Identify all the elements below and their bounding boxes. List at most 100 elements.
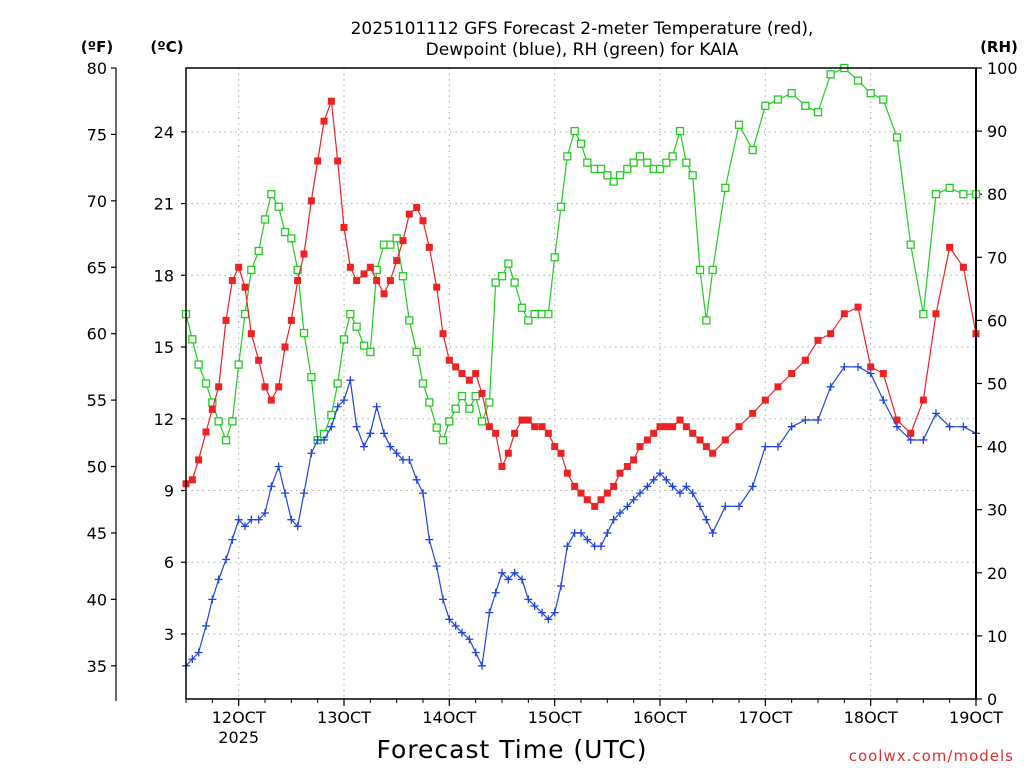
dewpoint-point	[629, 495, 638, 504]
dewpoint-point	[826, 382, 835, 391]
rh-point	[596, 164, 606, 174]
dewpoint-point	[457, 628, 466, 637]
dewpoint-point	[931, 409, 940, 418]
rh-point	[398, 272, 408, 281]
temperature-point	[919, 396, 927, 404]
rh-point	[194, 360, 203, 369]
dewpoint-point	[319, 435, 328, 444]
temperature-point	[195, 456, 203, 464]
temperature-point	[959, 263, 967, 271]
rh-point	[188, 335, 197, 344]
rh-point	[214, 417, 223, 426]
dewpoint-point	[735, 502, 743, 511]
rh-point	[879, 95, 888, 104]
rh-point	[359, 341, 369, 350]
dewpoint-point	[281, 489, 290, 498]
rh-tick-label: 40	[987, 438, 1007, 457]
temperature-point	[419, 217, 427, 225]
temperature-point	[709, 449, 717, 457]
dewpoint-point	[287, 515, 296, 524]
dewpoint-point	[840, 362, 849, 371]
rh-tick-label: 20	[987, 564, 1007, 583]
dewpoint-point	[439, 595, 448, 604]
temperature-point	[373, 277, 381, 285]
rh-tick-label: 100	[987, 59, 1018, 78]
temperature-point	[334, 157, 342, 165]
temperature-point	[669, 423, 677, 431]
temperature-point	[472, 370, 480, 378]
temperature-point	[255, 356, 263, 364]
dewpoint-point	[471, 648, 480, 657]
x-axis-title: Forecast Time (UTC)	[377, 735, 648, 764]
dewpoint-point	[615, 509, 624, 518]
celsius-unit-label: (ºC)	[150, 38, 183, 56]
rh-point	[643, 158, 652, 167]
rh-point	[655, 164, 665, 174]
temperature-point	[636, 443, 644, 451]
dewpoint-point	[293, 522, 302, 531]
dewpoint-point	[432, 562, 441, 571]
rh-point	[438, 436, 448, 445]
temperature-point	[774, 383, 782, 391]
dewpoint-point	[814, 416, 822, 425]
rh-point	[773, 95, 783, 104]
rh-point	[544, 309, 553, 319]
temperature-point	[854, 303, 862, 311]
dewpoint-point	[346, 376, 355, 385]
rh-point	[457, 391, 467, 401]
rh-point	[307, 373, 316, 382]
rh-unit-label: (RH)	[980, 38, 1018, 56]
celsius-tick-label: 15	[154, 338, 174, 357]
temperature-point	[840, 310, 848, 318]
fahrenheit-tick-label: 65	[87, 258, 107, 277]
temperature-point	[465, 376, 473, 384]
dewpoint-point	[327, 422, 336, 431]
temperature-point	[735, 423, 743, 431]
dewpoint-point	[879, 396, 888, 405]
temperature-point	[643, 436, 651, 444]
celsius-tick-label: 3	[164, 625, 174, 644]
rh-point	[530, 309, 539, 319]
temperature-point	[893, 416, 901, 424]
dewpoint-point	[412, 475, 421, 484]
rh-point	[748, 145, 757, 155]
rh-point	[274, 202, 283, 211]
temperature-point	[261, 383, 269, 391]
dewpoint-point	[623, 502, 632, 511]
rh-point	[708, 265, 717, 275]
rh-point	[405, 316, 414, 325]
temperature-point	[445, 356, 453, 364]
fahrenheit-tick-label: 60	[87, 325, 107, 344]
dewpoint-point	[380, 429, 389, 438]
dewpoint-point	[451, 621, 460, 630]
temperature-point	[294, 277, 302, 285]
rh-point	[826, 70, 835, 79]
dewpoint-point	[510, 568, 519, 577]
dewpoint-point	[708, 528, 717, 537]
temperature-point	[788, 370, 796, 378]
rh-point	[761, 101, 770, 111]
dewpoint-point	[247, 515, 256, 524]
rh-point	[931, 190, 941, 199]
temperature-point	[346, 263, 354, 271]
x-tick-label: 13OCT	[317, 708, 371, 727]
dewpoint-point	[240, 522, 249, 531]
temperature-point	[504, 449, 512, 457]
temperature-point	[557, 449, 565, 457]
dewpoint-point	[609, 515, 618, 524]
temperature-point	[492, 429, 500, 437]
rh-point	[563, 152, 572, 161]
dewpoint-point	[254, 515, 263, 524]
dewpoint-point	[906, 435, 915, 444]
dewpoint-point	[688, 489, 697, 498]
temperature-point	[287, 316, 295, 324]
x-tick-label: 18OCT	[844, 708, 898, 727]
dewpoint-point	[635, 489, 644, 498]
rh-point	[366, 347, 375, 357]
dewpoint-point	[577, 528, 585, 537]
rh-point	[386, 240, 395, 249]
dewpoint-point	[208, 595, 217, 604]
dewpoint-point	[386, 442, 395, 451]
dewpoint-point	[194, 648, 203, 657]
